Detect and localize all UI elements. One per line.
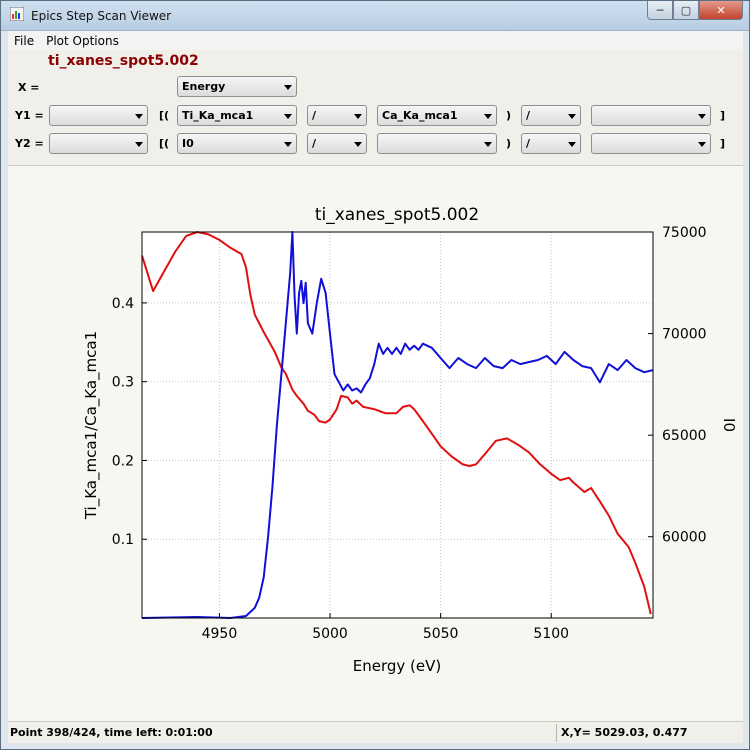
x-select[interactable]: Energy — [177, 76, 297, 97]
x-axis-label: Energy (eV) — [353, 657, 441, 675]
y2-label: Y2 = — [15, 137, 44, 150]
series-line-right — [141, 231, 654, 619]
chevron-down-icon — [698, 142, 706, 147]
series-line-left — [141, 231, 652, 615]
plot-area[interactable] — [142, 232, 653, 618]
y2-select-2[interactable]: I0 — [177, 133, 297, 154]
chevron-down-icon — [284, 114, 292, 119]
y2-select-3-value: / — [312, 137, 317, 150]
y-left-tick-label: 0.3 — [112, 375, 134, 391]
y-right-axis-label: I0 — [720, 418, 738, 432]
y1-open-paren: [( — [159, 109, 170, 122]
maximize-button[interactable]: ▢ — [673, 1, 699, 20]
plot-frame — [141, 231, 654, 619]
window-title: Epics Step Scan Viewer — [31, 9, 172, 23]
close-button[interactable]: ✕ — [699, 1, 743, 20]
data-lines — [141, 231, 654, 619]
y1-close-bracket: ] — [720, 109, 726, 122]
chevron-down-icon — [284, 142, 292, 147]
title-bar[interactable]: Epics Step Scan Viewer ─ ▢ ✕ — [1, 1, 749, 31]
y1-select-2[interactable]: Ti_Ka_mca1 — [177, 105, 297, 126]
menu-file[interactable]: File — [14, 33, 35, 48]
y1-select-4[interactable]: Ca_Ka_mca1 — [377, 105, 497, 126]
y2-select-1[interactable] — [49, 133, 148, 154]
y2-select-5-value: / — [526, 137, 531, 150]
menu-bar: File Plot Options — [8, 31, 743, 50]
x-tick-label: 5000 — [312, 626, 348, 642]
chart-title: ti_xanes_spot5.002 — [315, 205, 479, 225]
chart-canvas[interactable]: 4950 5000 5050 5100 0.1 0.2 0.3 0.4 60000 65000 70… — [8, 166, 743, 722]
menu-plot-options[interactable]: Plot Options — [46, 33, 119, 48]
y2-select-4[interactable] — [377, 133, 497, 154]
y1-close-paren: ) — [506, 109, 512, 122]
y2-select-6[interactable] — [591, 133, 711, 154]
axis-ticks: 4950 5000 5050 5100 0.1 0.2 0.3 0.4 60000 65000 70… — [112, 225, 707, 642]
plot-panel[interactable]: 4950 5000 5050 5100 0.1 0.2 0.3 0.4 60000 65000 70… — [8, 165, 743, 721]
y1-select-1[interactable] — [49, 105, 148, 126]
y2-close-paren: ) — [506, 137, 512, 150]
status-divider — [556, 724, 557, 742]
chevron-down-icon — [568, 114, 576, 119]
scan-name: ti_xanes_spot5.002 — [48, 53, 199, 69]
y-left-tick-label: 0.4 — [112, 296, 134, 312]
status-bar: Point 398/424, time left: 0:01:00 X,Y= 5… — [8, 721, 743, 743]
minimize-icon: ─ — [656, 3, 664, 17]
chevron-down-icon — [135, 142, 143, 147]
minimize-button[interactable]: ─ — [647, 1, 673, 20]
y2-select-5[interactable]: / — [521, 133, 581, 154]
y2-open-paren: [( — [159, 137, 170, 150]
y-right-tick-label: 75000 — [662, 225, 707, 241]
x-tick-label: 4950 — [202, 626, 238, 642]
y2-select-3[interactable]: / — [307, 133, 367, 154]
y1-select-4-value: Ca_Ka_mca1 — [382, 109, 458, 122]
main-panel: ti_xanes_spot5.002 X = Energy Y1 = [( Ti… — [8, 50, 743, 721]
y2-select-2-value: I0 — [182, 137, 194, 150]
grid — [142, 232, 653, 618]
y1-select-3[interactable]: / — [307, 105, 367, 126]
close-icon: ✕ — [716, 3, 726, 17]
app-icon — [10, 7, 24, 21]
x-select-value: Energy — [182, 80, 226, 93]
chevron-down-icon — [284, 85, 292, 90]
y1-select-6[interactable] — [591, 105, 711, 126]
y1-select-5[interactable]: / — [521, 105, 581, 126]
y-right-tick-label: 60000 — [662, 530, 707, 546]
x-tick-label: 5100 — [533, 626, 569, 642]
x-tick-label: 5050 — [423, 626, 459, 642]
y1-select-2-value: Ti_Ka_mca1 — [182, 109, 254, 122]
y2-close-bracket: ] — [720, 137, 726, 150]
y-right-tick-label: 70000 — [662, 327, 707, 343]
y1-select-5-value: / — [526, 109, 531, 122]
chevron-down-icon — [484, 114, 492, 119]
y-left-tick-label: 0.2 — [112, 453, 134, 469]
y-right-tick-label: 65000 — [662, 428, 707, 444]
y-left-axis-label: Ti_Ka_mca1/Ca_Ka_mca1 — [82, 331, 101, 520]
chevron-down-icon — [354, 114, 362, 119]
maximize-icon: ▢ — [680, 3, 692, 17]
chevron-down-icon — [698, 114, 706, 119]
scan-progress: Point 398/424, time left: 0:01:00 — [10, 726, 213, 739]
y1-label: Y1 = — [15, 109, 44, 122]
chevron-down-icon — [354, 142, 362, 147]
chevron-down-icon — [135, 114, 143, 119]
y-left-tick-label: 0.1 — [112, 532, 134, 548]
y1-select-3-value: / — [312, 109, 317, 122]
x-label: X = — [18, 81, 40, 94]
chevron-down-icon — [568, 142, 576, 147]
cursor-position: X,Y= 5029.03, 0.477 — [561, 726, 688, 739]
chevron-down-icon — [484, 142, 492, 147]
